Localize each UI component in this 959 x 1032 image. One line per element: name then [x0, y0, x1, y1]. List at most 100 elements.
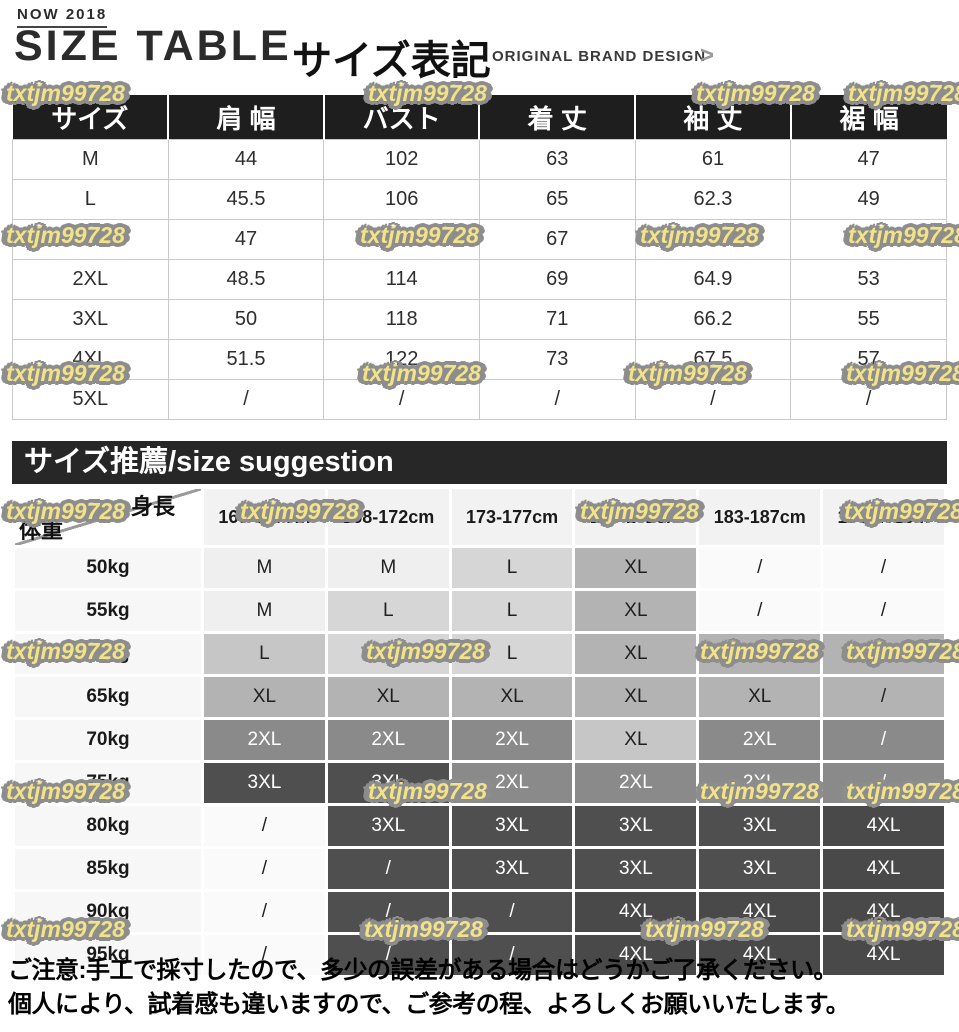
weight-range-cell: 90kg	[15, 892, 201, 932]
suggestion-row: 70kg 2XL 2XL 2XL XL 2XL /	[15, 720, 944, 760]
suggestion-row: 75kg 3XL 3XL 2XL 2XL 2XL /	[15, 763, 944, 803]
brand-subtitle: ORIGINAL BRAND DESIGN	[492, 48, 707, 65]
suggestion-cell: 2XL	[575, 763, 697, 803]
size-table-cell: 63.6	[634, 219, 792, 260]
weight-range-cell: 70kg	[15, 720, 201, 760]
suggestion-cell: /	[327, 849, 449, 889]
size-table-cell: 51	[790, 219, 947, 260]
suggestion-cell: /	[204, 892, 325, 932]
suggestion-cell: /	[204, 849, 325, 889]
weight-range-cell: 50kg	[15, 548, 201, 588]
size-table-cell: 110	[323, 219, 480, 260]
size-table-row: 5XL / / / / /	[12, 379, 947, 420]
suggestion-cell: /	[451, 935, 573, 975]
height-label: 身長	[130, 494, 175, 519]
size-suggestion-bar: サイズ推薦/size suggestion	[12, 441, 947, 484]
suggestion-cell: 2XL	[451, 720, 573, 760]
size-table-cell: 47	[790, 139, 947, 180]
suggestion-cell: L	[327, 634, 449, 674]
suggestion-cell: 2XL	[204, 720, 325, 760]
size-table-cell: L	[12, 179, 169, 220]
suggestion-cell: L	[451, 634, 573, 674]
suggestion-row: 85kg //3XL 3XL 3XL 4XL	[15, 849, 944, 889]
weight-label: 体重	[19, 518, 64, 543]
height-range-cell: 188-192cm	[823, 489, 944, 545]
height-range-cell: 173-177cm	[451, 489, 573, 545]
note-line-2: 個人により、試着感も違いますので、ご参考の程、よろしくお願いいたします。	[8, 991, 850, 1018]
suggestion-row: 65kg XL XL XL XL XL /	[15, 677, 944, 717]
size-table-header-cell: 着 丈	[478, 95, 636, 140]
suggestion-cell: 3XL	[575, 849, 697, 889]
suggestion-cell: /	[823, 591, 944, 631]
suggestion-cell: /	[204, 806, 325, 846]
height-range-cell: 178-182cm	[575, 489, 697, 545]
suggestion-cell: XL	[575, 720, 697, 760]
suggestion-table-head: 身長体重 163-167cm 168-172cm 173-177cm 178-182cm…	[15, 489, 944, 545]
suggestion-cell: 4XL	[823, 892, 944, 932]
suggestion-cell: 3XL	[699, 849, 821, 889]
suggestion-cell: XL	[451, 677, 573, 717]
suggestion-cell: 2XL	[699, 763, 821, 803]
suggestion-cell: XL	[575, 591, 697, 631]
size-table-row: XL 47 110 67 63.6 51	[12, 219, 947, 260]
suggestion-cell: M	[204, 548, 325, 588]
size-table-cell: 102	[323, 139, 480, 180]
weight-range-cell: 80kg	[15, 806, 201, 846]
suggestion-cell: 3XL	[451, 849, 573, 889]
size-table-cell: 48.5	[167, 259, 325, 300]
size-table-cell: 62.3	[634, 179, 792, 220]
size-table-row: M 44 102 63 61 47	[12, 139, 947, 180]
suggestion-cell: XL	[204, 677, 325, 717]
suggestion-cell: /	[823, 634, 944, 674]
suggestion-header-row: 身長体重 163-167cm 168-172cm 173-177cm 178-182cm…	[15, 489, 944, 545]
size-table: サイズ肩 幅バスト着 丈袖 丈裾 幅 M 44 102 63 61 47 L 45.5 106 6…	[12, 95, 947, 420]
suggestion-cell: XL	[575, 548, 697, 588]
suggestion-cell: /	[699, 548, 821, 588]
height-range-cell: 183-187cm	[699, 489, 821, 545]
suggestion-row: 90kg / //4XL 4XL 4XL	[15, 892, 944, 932]
size-table-cell: 67.5	[634, 339, 792, 380]
suggestion-cell: L	[327, 591, 449, 631]
size-table-body: M 44 102 63 61 47 L 45.5 106 65 62.3 49 XL 47 110 67 63.…	[12, 139, 947, 420]
suggestion-cell: /	[823, 720, 944, 760]
size-table-cell: 51.5	[167, 339, 325, 380]
height-range-cell: 163-167cm	[204, 489, 325, 545]
size-table-header-cell: バスト	[322, 95, 480, 140]
size-table-cell: 45.5	[167, 179, 325, 220]
suggestion-cell: 4XL	[823, 935, 944, 975]
size-table-row: 4XL 51.5 122 73 67.5 57	[12, 339, 947, 380]
suggestion-row: 80kg/3XL 3XL 3XL 3XL 4XL	[15, 806, 944, 846]
suggestion-cell: M	[327, 548, 449, 588]
suggestion-cell: 4XL	[823, 849, 944, 889]
eyebrow-text: NOW 2018	[17, 6, 108, 28]
height-range-cell: 168-172cm	[327, 489, 449, 545]
suggestion-cell: /	[823, 548, 944, 588]
suggestion-cell: 2XL	[451, 763, 573, 803]
size-table-cell: 65	[478, 179, 636, 220]
size-table-cell: 49	[790, 179, 947, 220]
size-table-cell: /	[323, 379, 480, 420]
size-table-cell: 50	[167, 299, 325, 340]
size-table-cell: 3XL	[12, 299, 169, 340]
weight-range-cell: 75kg	[15, 763, 201, 803]
suggestion-cell: 4XL	[823, 806, 944, 846]
suggestion-cell: 4XL	[575, 935, 697, 975]
chevron-right-icon: >	[700, 42, 715, 69]
weight-range-cell: 85kg	[15, 849, 201, 889]
weight-range-cell: 55kg	[15, 591, 201, 631]
suggestion-cell: 3XL	[575, 806, 697, 846]
size-table-cell: 63	[478, 139, 636, 180]
notes: ご注意:手工で採寸したので、多少の誤差がある場合はどうかご了承ください。 個人に…	[8, 954, 850, 1022]
suggestion-cell: XL	[575, 634, 697, 674]
suggestion-cell: /	[699, 591, 821, 631]
size-table-cell: 61	[634, 139, 792, 180]
weight-range-cell: 60kg	[15, 634, 201, 674]
size-table-cell: 114	[323, 259, 480, 300]
suggestion-row: 50kg M M L XL / /	[15, 548, 944, 588]
size-table-cell: XL	[12, 219, 169, 260]
size-table-cell: 73	[478, 339, 636, 380]
suggestion-cell: XL	[327, 677, 449, 717]
suggestion-cell: M	[204, 591, 325, 631]
suggestion-cell: 4XL	[699, 892, 821, 932]
